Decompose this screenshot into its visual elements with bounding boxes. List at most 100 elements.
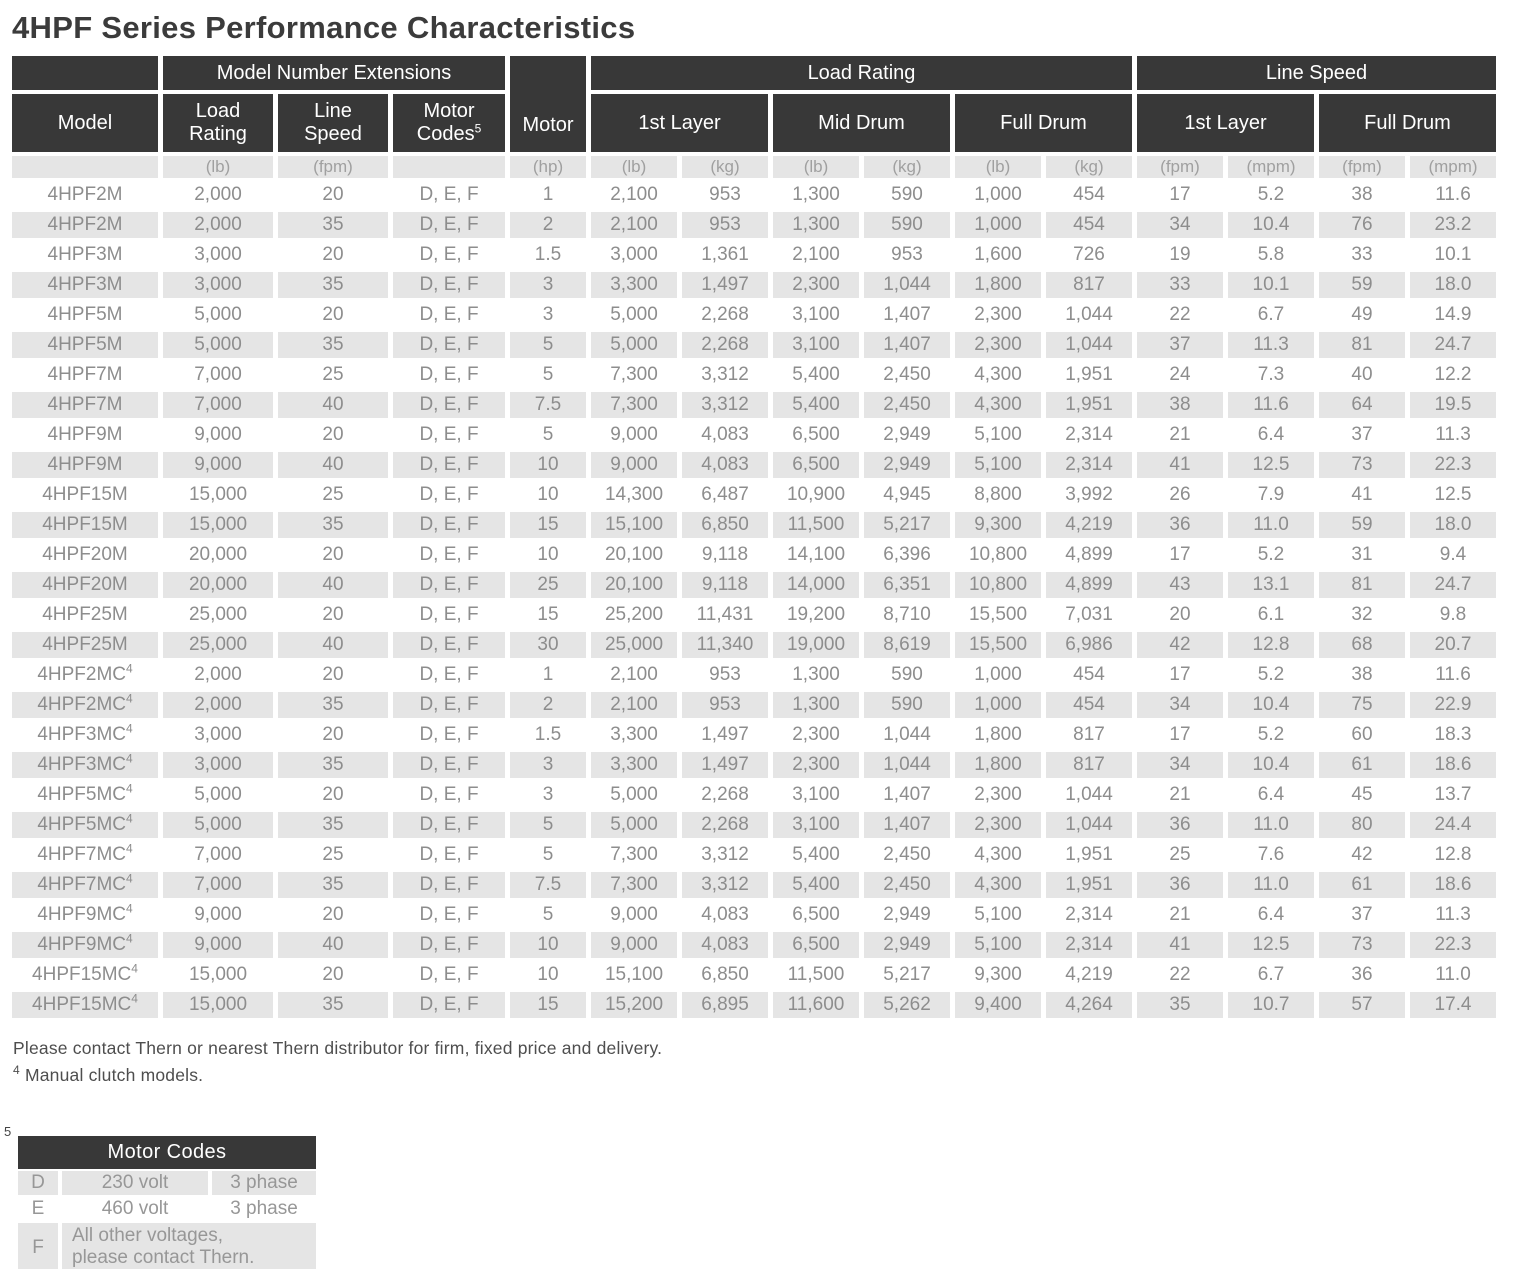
table-cell: D, E, F [419, 544, 479, 565]
group-header-model-extensions: Model Number Extensions [163, 56, 505, 90]
table-cell: 10,800 [955, 572, 1041, 598]
unit-cell: (lb) [773, 156, 859, 178]
column-header-model: Model [12, 94, 158, 152]
motor-codes-header-row: Motor Codes [18, 1135, 316, 1169]
table-cell: 5,000 [194, 304, 242, 325]
table-cell: 22.9 [1410, 692, 1496, 718]
table-cell: 6,487 [701, 484, 749, 505]
table-cell: 1,000 [955, 212, 1041, 238]
table-cell: 11.0 [1228, 812, 1314, 838]
column-header-first-layer: 1st Layer [591, 94, 768, 152]
table-cell: 45 [1351, 784, 1373, 805]
model-cell: 4HPF5M [47, 304, 123, 325]
table-cell: 4,083 [701, 904, 749, 925]
table-cell: 11.3 [1228, 332, 1314, 358]
table-cell: 1,407 [864, 812, 950, 838]
table-cell: 590 [891, 184, 923, 205]
table-cell: 15,500 [968, 604, 1028, 625]
table-cell: 4,300 [955, 392, 1041, 418]
table-cell: 15,100 [591, 512, 677, 538]
table-cell: 22 [1169, 304, 1191, 325]
table-row: 4HPF2M 2,000 35 D, E, F 2 2,100 953 1,300 590 1,0… [12, 212, 1496, 238]
table-cell: 75 [1319, 692, 1405, 718]
table-cell: 2,268 [701, 304, 749, 325]
table-cell: 1,407 [864, 332, 950, 358]
table-cell: 35 [278, 212, 388, 238]
table-cell: 1,300 [773, 692, 859, 718]
table-cell: 32 [1351, 604, 1373, 625]
table-cell: D, E, F [419, 604, 479, 625]
table-cell: 35 [278, 332, 388, 358]
table-cell: 7,000 [163, 872, 273, 898]
table-cell: 17.4 [1410, 992, 1496, 1018]
table-cell: 10 [510, 932, 586, 958]
table-cell: 2,000 [194, 664, 242, 685]
model-footnote-ref: 4 [131, 962, 138, 976]
model-cell: 4HPF2MC4 [37, 662, 133, 685]
table-cell: 7,300 [610, 364, 658, 385]
unit-cell: (lb) [955, 156, 1041, 178]
motor-code-letter: E [31, 1197, 45, 1219]
table-cell: 1,600 [974, 244, 1022, 265]
table-cell: 40 [278, 452, 388, 478]
table-cell: 34 [1137, 752, 1223, 778]
table-cell: 3,300 [591, 752, 677, 778]
table-cell: 2,949 [864, 452, 950, 478]
table-cell: 2,450 [883, 364, 931, 385]
table-cell: 15 [510, 512, 586, 538]
table-cell: 80 [1319, 812, 1405, 838]
table-cell: 10 [510, 452, 586, 478]
table-cell: 1,000 [955, 692, 1041, 718]
model-cell: 4HPF9MC4 [37, 902, 133, 925]
table-cell: 454 [1046, 212, 1132, 238]
motor-code-letter: D [18, 1170, 58, 1195]
performance-table: Model Number Extensions Motor Load Ratin… [7, 52, 1501, 1022]
table-cell: 35 [278, 872, 388, 898]
table-cell: 953 [709, 184, 741, 205]
model-cell: 4HPF20M [12, 572, 158, 598]
clutch-footnote: 4 Manual clutch models. [13, 1060, 1526, 1086]
table-cell: 59 [1319, 512, 1405, 538]
table-cell: 40 [278, 392, 388, 418]
table-cell: 1,361 [701, 244, 749, 265]
table-cell: 11.3 [1435, 424, 1471, 445]
units-row: (lb) (fpm) (hp) (lb) (kg) (lb) (kg) (lb) (kg) (fp… [12, 156, 1496, 178]
table-cell: 76 [1319, 212, 1405, 238]
table-cell: 20 [322, 724, 344, 745]
table-cell: 1,300 [792, 664, 840, 685]
table-row: 4HPF3MC4 3,000 35 D, E, F 3 3,300 1,497 2,300 1,… [12, 752, 1496, 778]
model-cell: 4HPF20M [42, 544, 128, 565]
table-cell: 17 [1169, 724, 1191, 745]
model-footnote-ref: 4 [126, 932, 133, 946]
table-cell: 15,500 [955, 632, 1041, 658]
table-cell: 5,000 [591, 332, 677, 358]
table-cell: 4,300 [955, 872, 1041, 898]
table-cell: 1,497 [682, 752, 768, 778]
table-cell: 4,945 [883, 484, 931, 505]
table-cell: 20 [322, 304, 344, 325]
table-cell: 4,083 [682, 452, 768, 478]
table-cell: 5.2 [1257, 544, 1285, 565]
table-cell: 7.5 [510, 392, 586, 418]
unit-cell: (mpm) [1410, 156, 1496, 178]
table-cell: 6,850 [701, 964, 749, 985]
table-cell: 3 [542, 304, 554, 325]
column-header-row: Model Load Rating Line Speed Motor Codes… [12, 94, 1496, 152]
table-cell: 2,100 [610, 184, 658, 205]
table-cell: 1,044 [1065, 784, 1113, 805]
table-cell: 37 [1351, 424, 1373, 445]
table-cell: D, E, F [393, 752, 505, 778]
table-cell: 17 [1169, 664, 1191, 685]
table-cell: 43 [1137, 572, 1223, 598]
model-footnote-ref: 4 [126, 872, 133, 886]
table-cell: 2,300 [974, 784, 1022, 805]
table-cell: 3,992 [1065, 484, 1113, 505]
table-cell: 25 [1169, 844, 1191, 865]
table-cell: 41 [1137, 932, 1223, 958]
model-cell: 4HPF7M [12, 392, 158, 418]
table-cell: 4,300 [974, 364, 1022, 385]
table-row: 4HPF5M 5,000 20 D, E, F 3 5,000 2,268 3,100 1,40… [12, 302, 1496, 328]
table-cell: 19,000 [773, 632, 859, 658]
table-cell: 9,400 [955, 992, 1041, 1018]
table-cell: 14,000 [773, 572, 859, 598]
